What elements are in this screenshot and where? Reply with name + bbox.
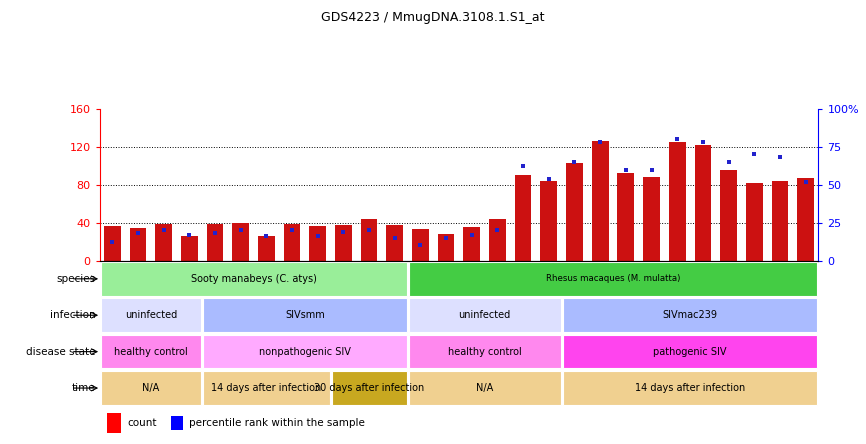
Bar xyxy=(409,262,818,296)
Bar xyxy=(412,229,429,261)
Bar xyxy=(591,141,609,261)
Bar xyxy=(100,335,201,369)
Bar xyxy=(438,234,455,261)
Text: time: time xyxy=(72,383,95,393)
Bar xyxy=(309,226,326,261)
Bar xyxy=(386,225,404,261)
Bar xyxy=(130,228,146,261)
Text: species: species xyxy=(56,274,95,284)
Bar xyxy=(695,145,711,261)
Text: GDS4223 / MmugDNA.3108.1.S1_at: GDS4223 / MmugDNA.3108.1.S1_at xyxy=(321,11,545,24)
Bar xyxy=(258,236,275,261)
Text: SIVsmm: SIVsmm xyxy=(285,310,325,320)
Bar xyxy=(232,222,249,261)
Bar xyxy=(409,298,560,332)
Bar xyxy=(617,173,634,261)
Bar xyxy=(746,183,763,261)
Bar xyxy=(643,177,660,261)
Text: uninfected: uninfected xyxy=(125,310,177,320)
Bar xyxy=(204,335,407,369)
Bar xyxy=(514,175,532,261)
Bar xyxy=(772,181,788,261)
Text: 30 days after infection: 30 days after infection xyxy=(314,383,424,393)
Text: Rhesus macaques (M. mulatta): Rhesus macaques (M. mulatta) xyxy=(546,274,680,283)
Bar xyxy=(204,371,330,405)
Bar xyxy=(489,219,506,261)
Text: nonpathogenic SIV: nonpathogenic SIV xyxy=(259,347,351,357)
Bar xyxy=(335,225,352,261)
Text: N/A: N/A xyxy=(142,383,159,393)
Bar xyxy=(100,298,201,332)
Text: infection: infection xyxy=(49,310,95,320)
Text: 14 days after infection: 14 days after infection xyxy=(635,383,745,393)
Bar xyxy=(669,142,686,261)
Text: SIVmac239: SIVmac239 xyxy=(662,310,718,320)
Text: N/A: N/A xyxy=(476,383,494,393)
Bar xyxy=(204,298,407,332)
Text: 14 days after infection: 14 days after infection xyxy=(211,383,321,393)
Text: uninfected: uninfected xyxy=(458,310,511,320)
Bar xyxy=(563,335,818,369)
Text: disease state: disease state xyxy=(26,347,95,357)
Bar xyxy=(107,413,121,433)
Bar xyxy=(284,224,301,261)
Bar xyxy=(409,371,560,405)
Bar xyxy=(155,224,172,261)
Text: count: count xyxy=(127,418,157,428)
Bar xyxy=(409,335,560,369)
Bar xyxy=(463,227,480,261)
Bar xyxy=(207,224,223,261)
Bar xyxy=(361,219,378,261)
Text: healthy control: healthy control xyxy=(114,347,188,357)
Bar xyxy=(181,236,197,261)
Bar xyxy=(721,170,737,261)
Bar xyxy=(100,371,201,405)
Text: healthy control: healthy control xyxy=(448,347,521,357)
Bar xyxy=(540,181,557,261)
Bar xyxy=(798,178,814,261)
Bar xyxy=(566,163,583,261)
Bar xyxy=(332,371,407,405)
Bar xyxy=(563,371,818,405)
Text: percentile rank within the sample: percentile rank within the sample xyxy=(190,418,365,428)
Bar xyxy=(171,416,183,430)
Bar xyxy=(563,298,818,332)
Text: pathogenic SIV: pathogenic SIV xyxy=(653,347,727,357)
Bar xyxy=(100,262,407,296)
Text: Sooty manabeys (C. atys): Sooty manabeys (C. atys) xyxy=(191,274,317,284)
Bar xyxy=(104,226,120,261)
